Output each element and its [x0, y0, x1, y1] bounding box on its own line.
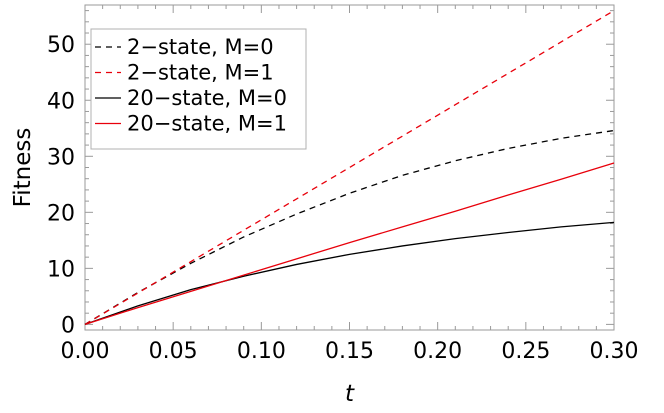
legend-box [90, 28, 307, 150]
x-axis-title: t [345, 381, 355, 407]
y-tick-label: 30 [47, 145, 75, 170]
series-line-1 [84, 129, 615, 325]
legend-label-1: 2−state, M=0 [127, 35, 274, 59]
x-tick-label: 0.25 [501, 339, 550, 364]
y-tick-label: 40 [47, 89, 75, 114]
legend-label-4: 20−state, M=1 [127, 112, 287, 136]
x-tick-label: 0.05 [149, 339, 198, 364]
legend-label-2: 2−state, M=1 [127, 61, 274, 85]
axis-ticks: 0.00 0.05 0.10 0.15 0.20 0.25 0.30 0 10 20 30 40 50 [47, 5, 638, 364]
legend-label-3: 20−state, M=0 [127, 86, 287, 110]
series-line-4 [84, 162, 615, 326]
series-line-2 [84, 10, 615, 325]
y-tick-label: 10 [47, 257, 75, 282]
x-tick-label: 0.20 [413, 339, 462, 364]
x-tick-label: 0.10 [237, 339, 286, 364]
x-tick-label: 0.00 [61, 339, 110, 364]
series-line-3 [84, 221, 615, 326]
x-tick-label: 0.30 [590, 339, 639, 364]
y-tick-label: 20 [47, 201, 75, 226]
legend: 2−state, M=02−state, M=120−state, M=020−… [90, 28, 307, 150]
y-axis-title: Fitness [10, 128, 36, 208]
x-tick-label: 0.15 [325, 339, 374, 364]
y-tick-label: 50 [47, 33, 75, 58]
series-lines [84, 10, 615, 326]
y-tick-label: 0 [61, 313, 75, 338]
